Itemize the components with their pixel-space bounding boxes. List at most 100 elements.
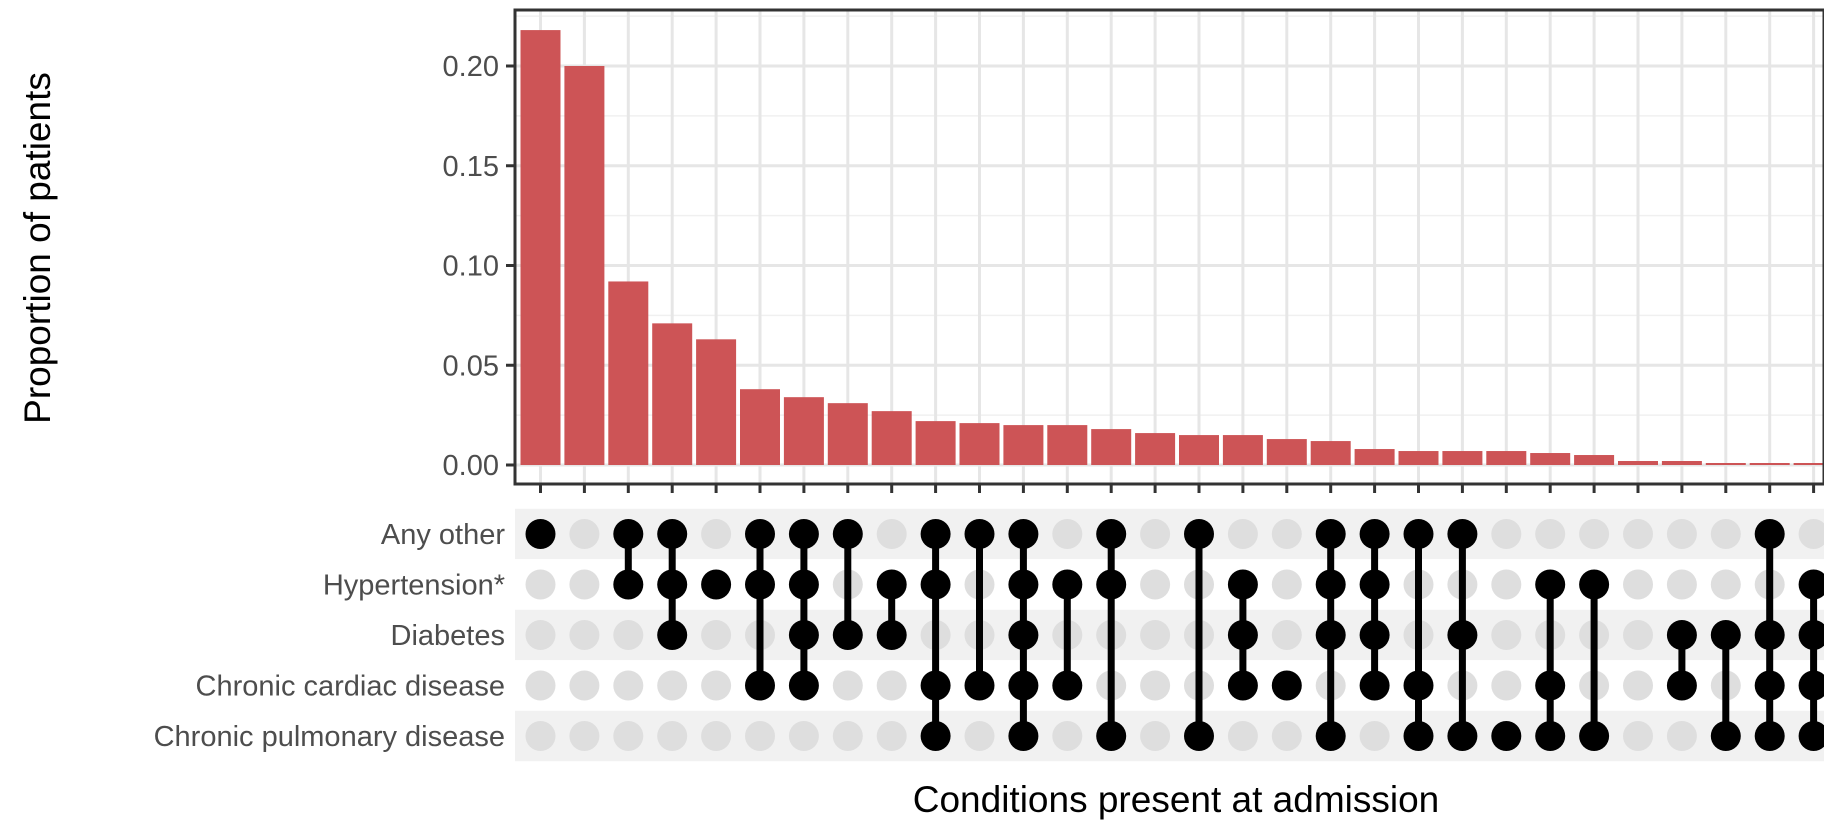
bar bbox=[1530, 453, 1570, 465]
set-label: Diabetes bbox=[391, 620, 505, 652]
active-dot bbox=[833, 519, 863, 549]
active-dot bbox=[1052, 671, 1082, 701]
active-dot bbox=[877, 570, 907, 600]
inactive-dot bbox=[1140, 519, 1170, 549]
inactive-dot bbox=[569, 620, 599, 650]
inactive-dot bbox=[569, 721, 599, 751]
active-dot bbox=[921, 671, 951, 701]
active-dot bbox=[701, 570, 731, 600]
active-dot bbox=[1096, 519, 1126, 549]
active-dot bbox=[1008, 671, 1038, 701]
active-dot bbox=[1404, 721, 1434, 751]
active-dot bbox=[1008, 721, 1038, 751]
y-tick-label: 0.05 bbox=[443, 350, 499, 382]
bar bbox=[1355, 449, 1395, 465]
inactive-dot bbox=[526, 721, 556, 751]
inactive-dot bbox=[526, 570, 556, 600]
bar bbox=[1047, 425, 1087, 465]
active-dot bbox=[1667, 671, 1697, 701]
inactive-dot bbox=[1272, 620, 1302, 650]
y-axis: 0.000.050.100.150.20 bbox=[443, 51, 515, 482]
inactive-dot bbox=[1052, 519, 1082, 549]
active-dot bbox=[1447, 620, 1477, 650]
inactive-dot bbox=[877, 519, 907, 549]
inactive-dot bbox=[1272, 519, 1302, 549]
bar bbox=[1662, 461, 1702, 465]
inactive-dot bbox=[701, 620, 731, 650]
inactive-dot bbox=[701, 721, 731, 751]
y-tick-label: 0.10 bbox=[443, 251, 499, 283]
active-dot bbox=[1755, 519, 1785, 549]
inactive-dot bbox=[613, 620, 643, 650]
inactive-dot bbox=[745, 721, 775, 751]
inactive-dot bbox=[1272, 721, 1302, 751]
inactive-dot bbox=[1272, 570, 1302, 600]
bar bbox=[828, 403, 868, 465]
inactive-dot bbox=[1140, 570, 1170, 600]
inactive-dot bbox=[1228, 519, 1258, 549]
bar bbox=[1179, 435, 1219, 465]
inactive-dot bbox=[1491, 620, 1521, 650]
active-dot bbox=[526, 519, 556, 549]
active-dot bbox=[965, 519, 995, 549]
inactive-dot bbox=[1140, 620, 1170, 650]
active-dot bbox=[1228, 570, 1258, 600]
inactive-dot bbox=[569, 570, 599, 600]
active-dot bbox=[789, 570, 819, 600]
active-dot bbox=[1491, 721, 1521, 751]
inactive-dot bbox=[1667, 721, 1697, 751]
inactive-dot bbox=[877, 721, 907, 751]
inactive-dot bbox=[833, 721, 863, 751]
active-dot bbox=[1755, 721, 1785, 751]
bar bbox=[916, 421, 956, 465]
inactive-dot bbox=[701, 671, 731, 701]
inactive-dot bbox=[613, 671, 643, 701]
active-dot bbox=[745, 570, 775, 600]
bar bbox=[1135, 433, 1175, 465]
active-dot bbox=[1052, 570, 1082, 600]
active-dot bbox=[1008, 570, 1038, 600]
active-dot bbox=[1008, 620, 1038, 650]
bar bbox=[1618, 461, 1658, 465]
inactive-dot bbox=[877, 671, 907, 701]
bar bbox=[1442, 451, 1482, 465]
bar bbox=[652, 323, 692, 465]
active-dot bbox=[1755, 620, 1785, 650]
active-dot bbox=[1360, 671, 1390, 701]
inactive-dot bbox=[1667, 519, 1697, 549]
active-dot bbox=[1184, 519, 1214, 549]
active-dot bbox=[1579, 570, 1609, 600]
inactive-dot bbox=[1623, 519, 1653, 549]
active-dot bbox=[1535, 721, 1565, 751]
active-dot bbox=[1579, 721, 1609, 751]
inactive-dot bbox=[1491, 519, 1521, 549]
active-dot bbox=[921, 721, 951, 751]
active-dot bbox=[1096, 721, 1126, 751]
active-dot bbox=[1447, 721, 1477, 751]
inactive-dot bbox=[1491, 671, 1521, 701]
active-dot bbox=[1447, 519, 1477, 549]
active-dot bbox=[1316, 570, 1346, 600]
bar bbox=[696, 339, 736, 465]
inactive-dot bbox=[1623, 620, 1653, 650]
inactive-dot bbox=[1667, 570, 1697, 600]
active-dot bbox=[1096, 570, 1126, 600]
active-dot bbox=[1316, 519, 1346, 549]
active-dot bbox=[921, 570, 951, 600]
active-dot bbox=[745, 671, 775, 701]
inactive-dot bbox=[569, 671, 599, 701]
active-dot bbox=[1272, 671, 1302, 701]
active-dot bbox=[877, 620, 907, 650]
bar bbox=[960, 423, 1000, 465]
inactive-dot bbox=[657, 721, 687, 751]
bar bbox=[1399, 451, 1439, 465]
active-dot bbox=[1404, 519, 1434, 549]
inactive-dot bbox=[613, 721, 643, 751]
set-label: Hypertension* bbox=[323, 570, 505, 602]
inactive-dot bbox=[1623, 671, 1653, 701]
set-label: Chronic cardiac disease bbox=[196, 671, 505, 703]
active-dot bbox=[921, 519, 951, 549]
inactive-dot bbox=[1140, 721, 1170, 751]
active-dot bbox=[657, 570, 687, 600]
